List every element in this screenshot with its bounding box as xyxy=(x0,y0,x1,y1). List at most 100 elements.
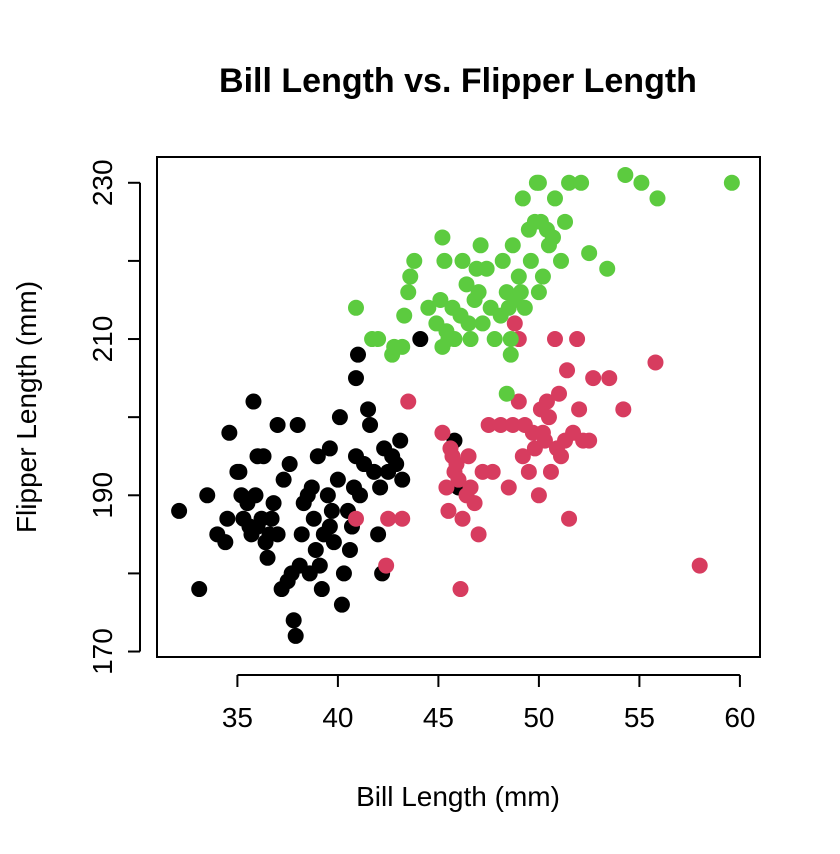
data-point xyxy=(263,510,280,527)
data-point xyxy=(360,401,377,418)
data-point xyxy=(553,252,570,269)
data-point xyxy=(255,448,272,465)
data-point xyxy=(307,541,324,558)
data-point xyxy=(191,581,208,598)
data-point xyxy=(394,338,411,355)
data-point xyxy=(275,471,292,488)
data-point xyxy=(269,416,286,433)
data-point xyxy=(557,213,574,230)
x-axis-label: Bill Length (mm) xyxy=(356,781,560,812)
data-point xyxy=(647,354,664,371)
data-point xyxy=(559,362,576,379)
data-point xyxy=(512,284,529,301)
data-point xyxy=(319,487,336,504)
data-point xyxy=(321,518,338,535)
y-axis-label: Flipper Length (mm) xyxy=(11,281,42,533)
data-point xyxy=(378,557,395,574)
data-point xyxy=(400,284,417,301)
data-point xyxy=(199,487,216,504)
data-point xyxy=(281,456,298,473)
data-point xyxy=(217,534,234,551)
data-point xyxy=(460,315,477,332)
plot-box xyxy=(156,156,761,658)
y-tick-label: 210 xyxy=(87,316,118,363)
data-point xyxy=(245,393,262,410)
data-point xyxy=(723,174,740,191)
data-point xyxy=(293,526,310,543)
data-point xyxy=(470,284,487,301)
data-point xyxy=(462,479,479,496)
data-point xyxy=(396,307,413,324)
data-point xyxy=(287,627,304,644)
data-point xyxy=(265,495,282,512)
data-point xyxy=(649,190,666,207)
data-point xyxy=(259,549,276,566)
data-point xyxy=(474,315,491,332)
x-tick-label: 35 xyxy=(222,702,253,733)
data-point xyxy=(394,471,411,488)
data-point xyxy=(510,268,527,285)
data-point xyxy=(313,581,330,598)
x-tick-label: 45 xyxy=(423,702,454,733)
data-point xyxy=(474,463,491,480)
data-point xyxy=(502,331,519,348)
data-point xyxy=(438,479,455,496)
data-point xyxy=(542,463,559,480)
data-point xyxy=(434,229,451,246)
data-point xyxy=(454,252,471,269)
data-point xyxy=(350,346,366,363)
data-point xyxy=(500,479,517,496)
data-point xyxy=(514,190,531,207)
data-point xyxy=(510,393,527,410)
data-point xyxy=(538,393,555,410)
data-point xyxy=(269,526,286,543)
data-point xyxy=(392,432,409,449)
data-point xyxy=(434,424,451,441)
data-point xyxy=(561,174,578,191)
data-point xyxy=(370,331,387,348)
data-point xyxy=(472,237,489,254)
data-point xyxy=(402,268,419,285)
y-tick-label: 170 xyxy=(87,628,118,675)
data-point xyxy=(516,299,533,316)
data-point xyxy=(333,596,350,613)
data-point xyxy=(551,385,567,402)
data-point xyxy=(219,510,236,527)
data-point xyxy=(450,471,467,488)
data-point xyxy=(530,487,547,504)
data-point xyxy=(352,487,369,504)
data-point xyxy=(504,416,521,433)
data-point xyxy=(581,245,598,262)
data-point xyxy=(436,252,453,269)
data-point xyxy=(412,331,429,348)
data-point xyxy=(303,479,320,496)
data-point xyxy=(440,502,457,519)
data-point xyxy=(585,370,602,387)
data-point xyxy=(446,331,463,348)
data-point xyxy=(380,510,397,527)
data-point xyxy=(452,581,469,598)
data-point xyxy=(372,479,389,496)
data-point xyxy=(305,510,322,527)
data-point xyxy=(516,416,533,433)
data-point xyxy=(466,495,483,512)
data-point xyxy=(347,370,364,387)
data-point xyxy=(406,252,423,269)
data-point xyxy=(530,284,547,301)
data-point xyxy=(370,526,387,543)
data-point xyxy=(323,502,340,519)
data-point xyxy=(494,252,511,269)
data-point xyxy=(561,510,578,527)
data-point xyxy=(420,299,437,316)
data-point xyxy=(285,612,302,629)
data-point xyxy=(231,463,248,480)
x-tick-label: 60 xyxy=(724,702,755,733)
data-point xyxy=(492,416,509,433)
data-point xyxy=(470,526,487,543)
data-point xyxy=(506,315,523,332)
data-point xyxy=(347,510,364,527)
data-point xyxy=(331,409,348,426)
data-point xyxy=(601,370,618,387)
data-point xyxy=(571,401,588,418)
data-point xyxy=(388,456,405,473)
